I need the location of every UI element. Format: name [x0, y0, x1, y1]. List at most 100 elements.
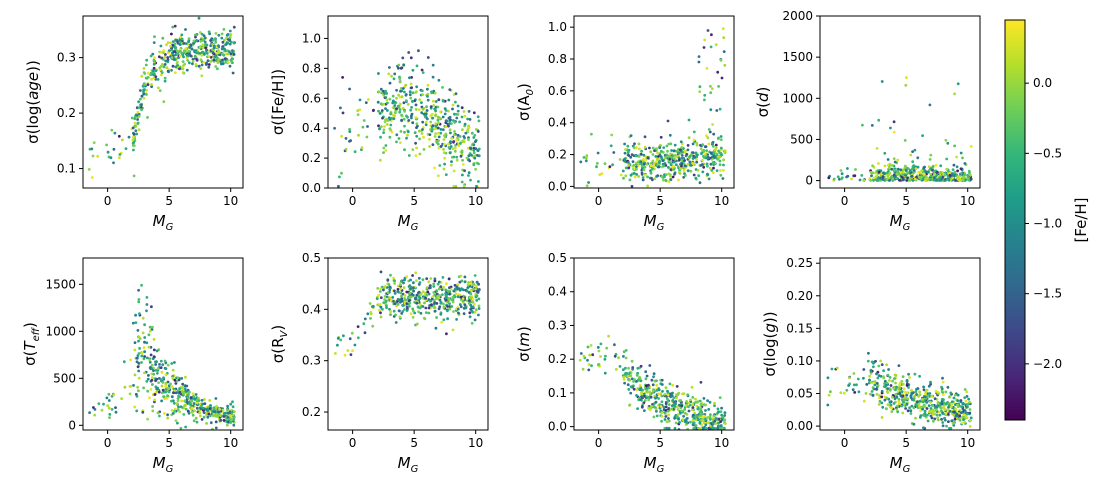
- data-point: [161, 380, 165, 384]
- data-point: [398, 80, 402, 84]
- data-point: [447, 298, 451, 302]
- data-point: [689, 420, 692, 424]
- data-point: [145, 93, 148, 96]
- data-point: [150, 71, 153, 75]
- data-point: [151, 69, 155, 73]
- data-point: [696, 168, 700, 172]
- data-point: [864, 392, 868, 395]
- data-point: [150, 305, 153, 309]
- x-axis-label: MG: [398, 212, 419, 233]
- data-point: [462, 135, 466, 138]
- data-point: [695, 160, 699, 164]
- data-point: [463, 122, 467, 126]
- data-point: [170, 395, 174, 399]
- data-point: [433, 298, 436, 302]
- data-point: [939, 164, 943, 168]
- data-point: [211, 48, 214, 52]
- x-axis-label: MG: [153, 212, 174, 233]
- data-point: [160, 384, 164, 388]
- data-point: [225, 34, 229, 37]
- data-point: [709, 413, 712, 417]
- data-point: [691, 396, 695, 399]
- data-point: [413, 311, 417, 315]
- data-point: [137, 369, 141, 373]
- data-point: [219, 414, 222, 417]
- data-point: [425, 293, 429, 297]
- data-point: [657, 392, 661, 396]
- data-point: [394, 313, 397, 317]
- data-point: [430, 128, 434, 132]
- data-point: [224, 52, 228, 56]
- data-point: [145, 296, 149, 299]
- data-point: [428, 133, 432, 137]
- data-point: [381, 307, 384, 311]
- data-point: [90, 176, 94, 179]
- data-point: [446, 317, 449, 321]
- data-point: [133, 341, 137, 344]
- data-point: [437, 121, 440, 125]
- data-point: [477, 297, 481, 301]
- data-point: [459, 274, 463, 278]
- data-point: [688, 155, 691, 159]
- data-point: [900, 380, 904, 383]
- data-point: [470, 131, 474, 135]
- data-point: [903, 396, 907, 400]
- data-point: [220, 62, 223, 66]
- data-point: [420, 111, 424, 115]
- data-point: [692, 421, 696, 425]
- data-point: [621, 169, 625, 173]
- data-point: [675, 149, 678, 153]
- data-point: [428, 284, 432, 287]
- data-point: [172, 401, 176, 405]
- data-point: [134, 313, 138, 317]
- data-point: [694, 176, 698, 180]
- data-point: [444, 288, 448, 292]
- data-point: [423, 301, 426, 305]
- data-point: [906, 409, 910, 413]
- data-point: [436, 142, 440, 146]
- data-point: [132, 133, 136, 136]
- data-point: [905, 384, 909, 387]
- y-tick-label: 0: [68, 418, 76, 432]
- data-point: [956, 169, 959, 173]
- data-point: [649, 171, 653, 175]
- data-point: [959, 399, 963, 402]
- data-point: [91, 154, 95, 158]
- data-point: [947, 404, 951, 408]
- data-point: [434, 113, 437, 117]
- data-point: [891, 379, 894, 383]
- data-point: [704, 403, 708, 407]
- data-point: [178, 410, 182, 413]
- x-tick-label: 5: [165, 436, 173, 450]
- data-point: [397, 66, 400, 70]
- data-point: [714, 43, 718, 47]
- data-point: [862, 179, 866, 183]
- data-point: [415, 322, 419, 326]
- data-point: [465, 156, 469, 160]
- data-point: [191, 62, 194, 66]
- data-point: [433, 309, 437, 313]
- data-point: [875, 147, 879, 150]
- data-point: [134, 392, 138, 396]
- data-point: [935, 178, 939, 182]
- data-point: [449, 131, 452, 135]
- data-point: [901, 382, 905, 386]
- data-point: [402, 101, 406, 105]
- data-point: [475, 184, 478, 188]
- data-point: [716, 407, 720, 411]
- data-point: [176, 399, 180, 403]
- data-point: [214, 40, 218, 44]
- data-point: [643, 409, 646, 412]
- data-point: [146, 389, 150, 393]
- data-point: [400, 299, 404, 303]
- data-point: [214, 397, 218, 400]
- data-point: [926, 392, 930, 395]
- data-point: [166, 380, 170, 384]
- data-point: [680, 164, 683, 168]
- data-point: [890, 167, 893, 171]
- data-point: [962, 418, 965, 421]
- data-point: [929, 177, 933, 181]
- data-point: [705, 67, 709, 70]
- data-point: [934, 163, 938, 167]
- data-point: [432, 282, 436, 286]
